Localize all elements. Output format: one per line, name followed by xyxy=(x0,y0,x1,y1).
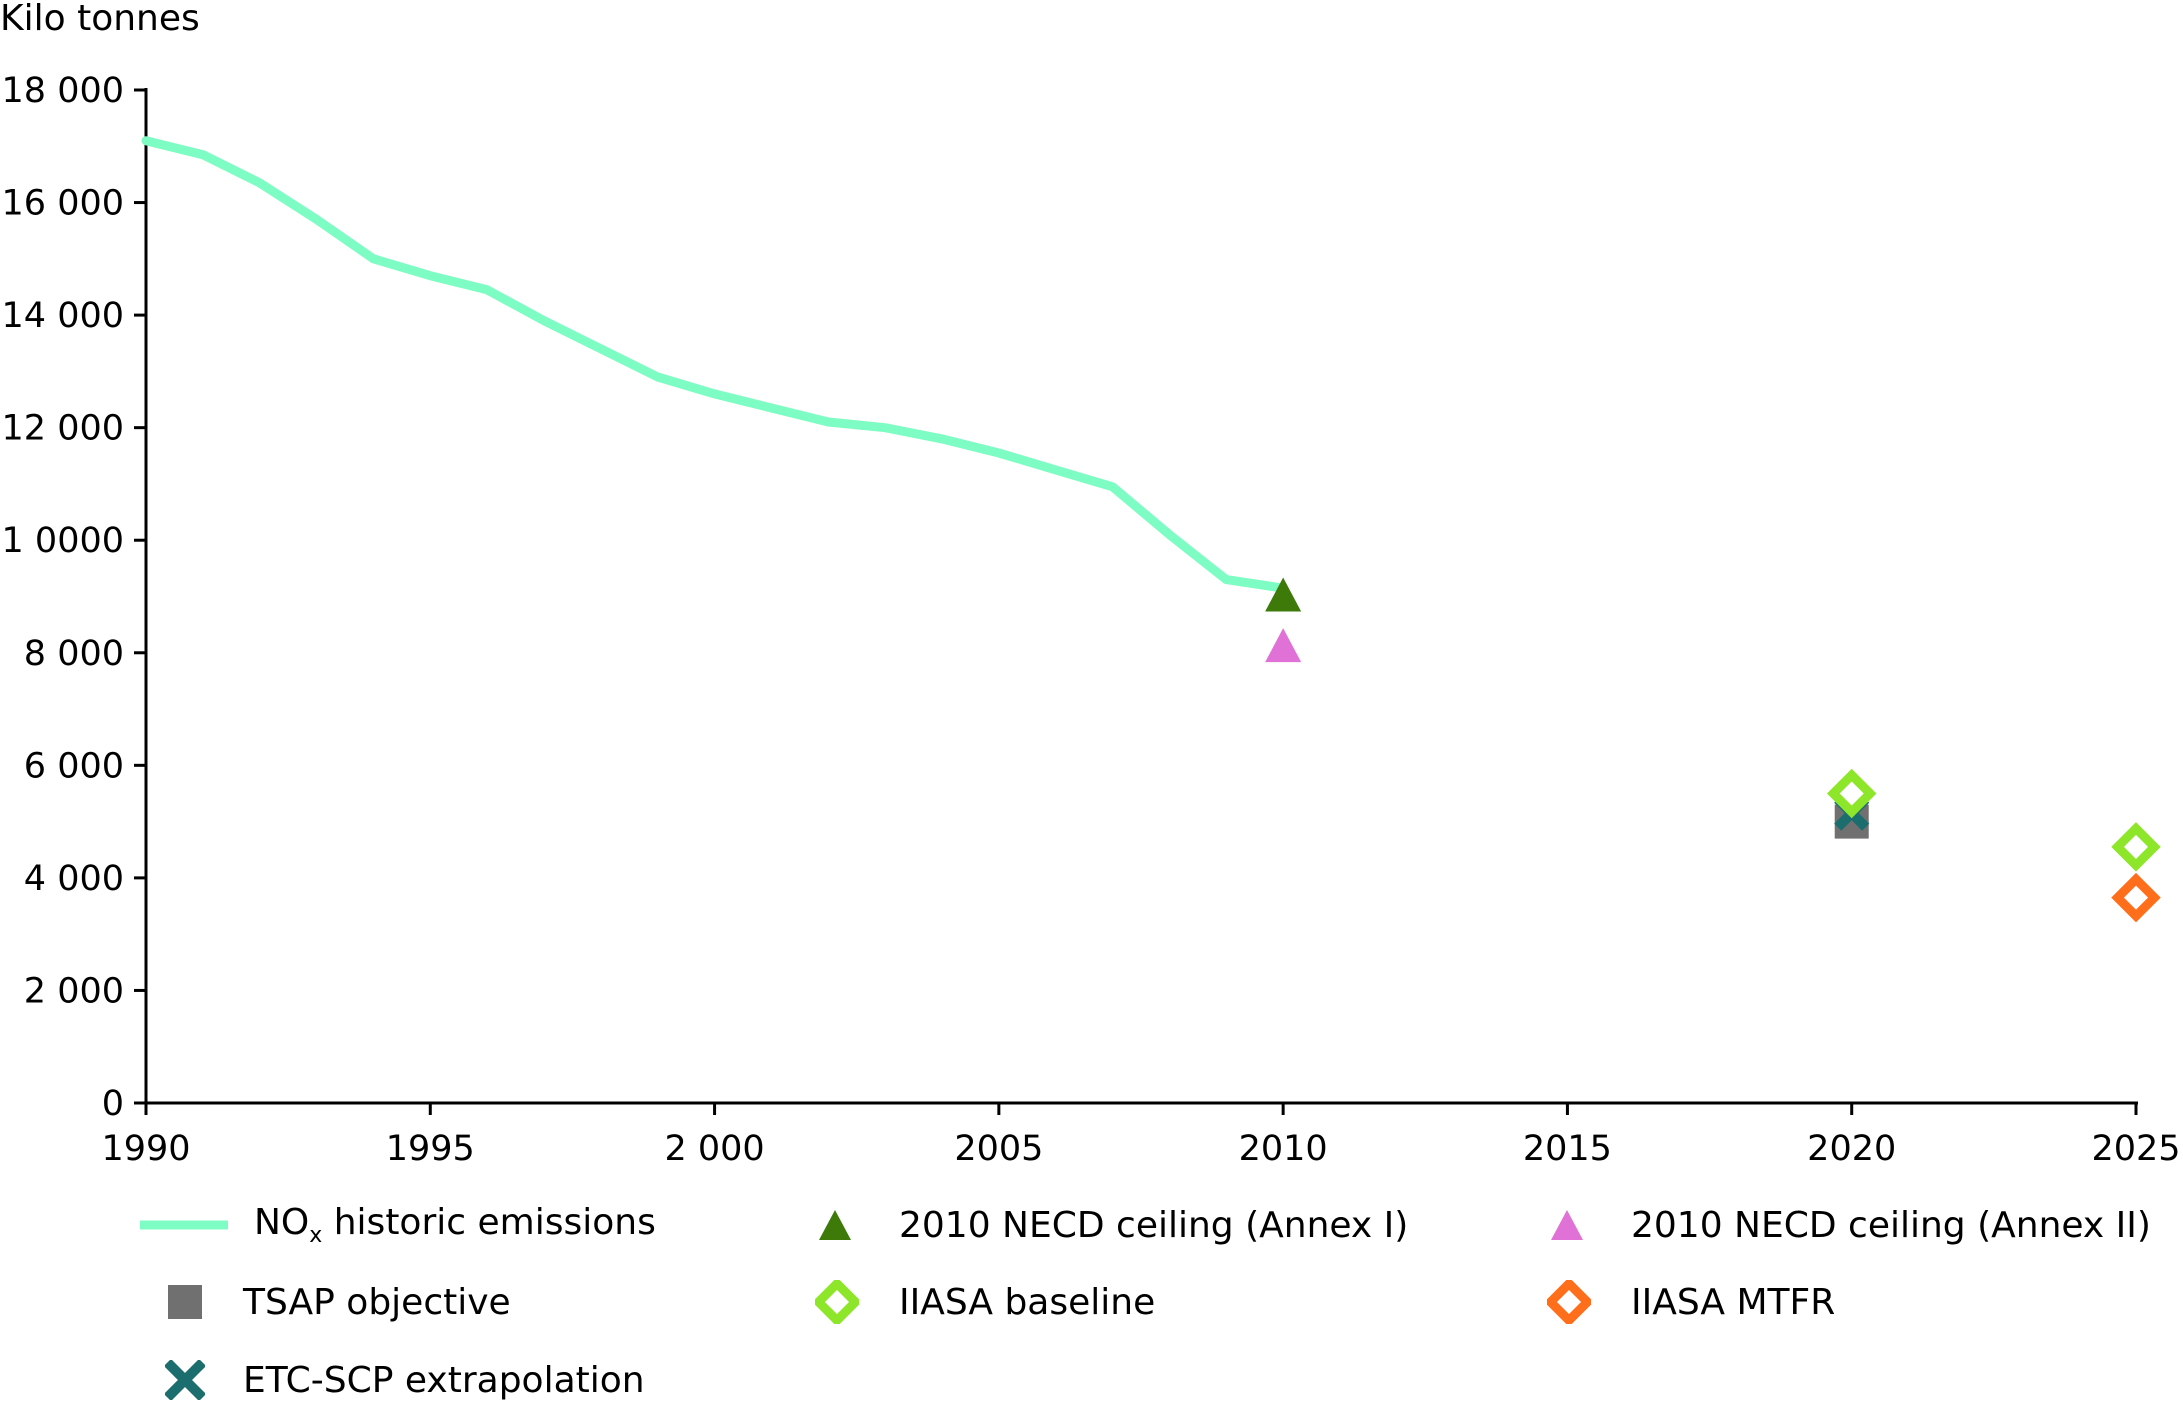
legend-item-necd-annex-2: 2010 NECD ceiling (Annex II) xyxy=(1547,1195,2151,1255)
legend-item-etc-scp: ETC-SCP extrapolation xyxy=(165,1350,645,1410)
x-tick-label: 2 000 xyxy=(664,1129,764,1169)
line-swatch xyxy=(140,1220,228,1230)
y-tick-label: 18 000 xyxy=(2,71,124,111)
legend-item-iiasa-mtfr: IIASA MTFR xyxy=(1547,1272,1835,1332)
x-mark-icon xyxy=(165,1360,205,1400)
x-tick-label: 2005 xyxy=(954,1129,1043,1169)
axes: 0 2 000 4 000 6 000 8 000 1 0000 12 000 14 000 1… xyxy=(2,71,2181,1169)
y-tick-label: 12 000 xyxy=(2,409,124,449)
x-tick-label: 1990 xyxy=(101,1129,190,1169)
triangle-icon xyxy=(1551,1210,1583,1240)
y-axis-label: Kilo tonnes xyxy=(0,0,200,39)
x-tick-label: 2025 xyxy=(2091,1129,2180,1169)
plot-area xyxy=(141,136,2161,923)
y-tick-label: 14 000 xyxy=(2,296,124,336)
y-tick-label: 16 000 xyxy=(2,184,124,224)
x-tick-label: 2015 xyxy=(1523,1129,1612,1169)
y-tick-label: 8 000 xyxy=(24,634,124,674)
triangle-marker xyxy=(1265,628,1302,663)
diamond-marker xyxy=(2111,872,2161,923)
y-tick-label: 1 0000 xyxy=(2,521,124,561)
y-tick-label: 6 000 xyxy=(24,746,124,786)
y-tick-label: 2 000 xyxy=(24,971,124,1011)
x-tick-label: 1995 xyxy=(386,1129,475,1169)
square-icon xyxy=(168,1285,202,1319)
diamond-marker xyxy=(1826,768,1877,819)
diamond-marker xyxy=(2111,822,2161,872)
legend-item-nox-historic: NOx historic emissions xyxy=(140,1195,656,1255)
legend-item-necd-annex-1: 2010 NECD ceiling (Annex I) xyxy=(815,1195,1408,1255)
y-tick-label: 4 000 xyxy=(24,859,124,899)
legend-item-tsap-objective: TSAP objective xyxy=(165,1272,511,1332)
diamond-icon xyxy=(1547,1280,1591,1324)
series-line-nox-historic xyxy=(141,136,1288,593)
legend-item-iiasa-baseline: IIASA baseline xyxy=(815,1272,1155,1332)
legend-label: 2010 NECD ceiling (Annex II) xyxy=(1631,1204,2151,1246)
legend-label: IIASA baseline xyxy=(899,1281,1156,1323)
triangle-marker xyxy=(1265,577,1302,612)
legend-label: ETC-SCP extrapolation xyxy=(243,1359,645,1401)
x-tick-label: 2020 xyxy=(1807,1129,1896,1169)
legend-label: IIASA MTFR xyxy=(1631,1281,1836,1323)
x-tick-label: 2010 xyxy=(1239,1129,1328,1169)
triangle-icon xyxy=(819,1210,851,1240)
legend-label: 2010 NECD ceiling (Annex I) xyxy=(899,1204,1409,1246)
legend-label: TSAP objective xyxy=(243,1281,511,1323)
diamond-icon xyxy=(815,1280,859,1324)
y-tick-label: 0 xyxy=(102,1084,124,1124)
legend-label-nox: NOx historic emissions xyxy=(254,1201,656,1249)
